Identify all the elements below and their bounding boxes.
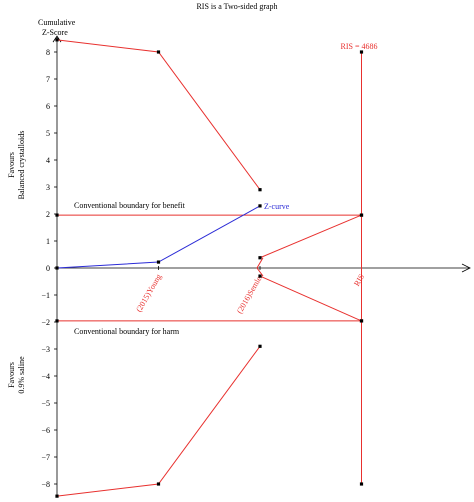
upper-monitoring-boundary-point xyxy=(258,188,262,192)
y-tick-label: −3 xyxy=(41,345,50,354)
y-tick-label: 6 xyxy=(46,102,50,111)
favours-top-label: Favours Balanced crystalloids xyxy=(7,131,26,200)
z-curve-point xyxy=(258,204,262,208)
y-tick-label: 7 xyxy=(46,75,50,84)
y-tick-label: −6 xyxy=(41,426,50,435)
ris-line-point xyxy=(359,482,364,486)
boundary-point xyxy=(55,213,59,217)
y-tick-label: 3 xyxy=(46,183,50,192)
lower-futility-boundary-point xyxy=(258,274,262,278)
upper-monitoring-boundary-line xyxy=(56,39,261,190)
upper-futility-boundary-line xyxy=(259,214,362,259)
chart-title: RIS is a Two-sided graph xyxy=(196,2,277,11)
y-tick-label: 0 xyxy=(46,264,50,273)
svg-text:Favours: Favours xyxy=(7,362,16,388)
y-tick-label: −8 xyxy=(41,480,50,489)
y-axis-label-bottom: Z-Score xyxy=(42,28,68,37)
ris-line-point xyxy=(359,50,364,54)
harm-boundary-label: Conventional boundary for harm xyxy=(74,327,180,336)
upper-monitoring-boundary-point xyxy=(156,50,161,54)
lower-monitoring-boundary-point xyxy=(258,344,262,348)
y-axis-label-top: Cumulative xyxy=(38,18,76,27)
svg-text:Balanced crystalloids: Balanced crystalloids xyxy=(17,131,26,200)
svg-text:0.9% saline: 0.9% saline xyxy=(17,356,26,394)
z-curve-label: Z-curve xyxy=(264,202,290,211)
y-tick-label: 2 xyxy=(46,210,50,219)
z-curve-point xyxy=(156,260,161,264)
y-tick-label: 4 xyxy=(46,156,50,165)
benefit-boundary-label: Conventional boundary for benefit xyxy=(74,201,186,210)
lower-monitoring-boundary-point xyxy=(55,494,59,498)
x-tick-label: (2015)Young xyxy=(134,273,163,314)
y-tick-label: −2 xyxy=(41,318,50,327)
lower-futility-boundary-line xyxy=(259,275,362,322)
x-tick-label: RIS xyxy=(352,273,366,288)
y-tick-label: −7 xyxy=(41,453,50,462)
y-tick-label: −5 xyxy=(41,399,50,408)
svg-text:Favours: Favours xyxy=(7,152,16,178)
boundary-point xyxy=(55,319,59,323)
upper-monitoring-boundary-point xyxy=(55,38,59,42)
boundary-point xyxy=(359,319,364,323)
y-tick-label: −4 xyxy=(41,372,50,381)
upper-futility-boundary-point xyxy=(258,256,262,260)
z-curve-point xyxy=(55,266,59,270)
ris-label: RIS = 4686 xyxy=(341,42,378,51)
axes: 8 7 6 5 4 3 2 1 0 −1 −2 −3 −4 −5 −6 −7 −8 (2015)Young (201… xyxy=(41,35,471,498)
y-tick-label: −1 xyxy=(41,291,50,300)
x-tick-label: (2016)Semler xyxy=(235,272,265,315)
lower-monitoring-boundary-line xyxy=(56,346,261,497)
boundary-point xyxy=(359,213,364,217)
inner-wedge xyxy=(256,257,264,277)
y-tick-label: 5 xyxy=(46,129,50,138)
y-tick-label: 8 xyxy=(46,48,50,57)
series-layer xyxy=(55,38,364,498)
x-axis-arrow xyxy=(461,263,471,273)
y-tick-label: 1 xyxy=(46,237,50,246)
favours-bottom-label: Favours 0.9% saline xyxy=(7,356,26,394)
lower-monitoring-boundary-point xyxy=(156,482,161,486)
